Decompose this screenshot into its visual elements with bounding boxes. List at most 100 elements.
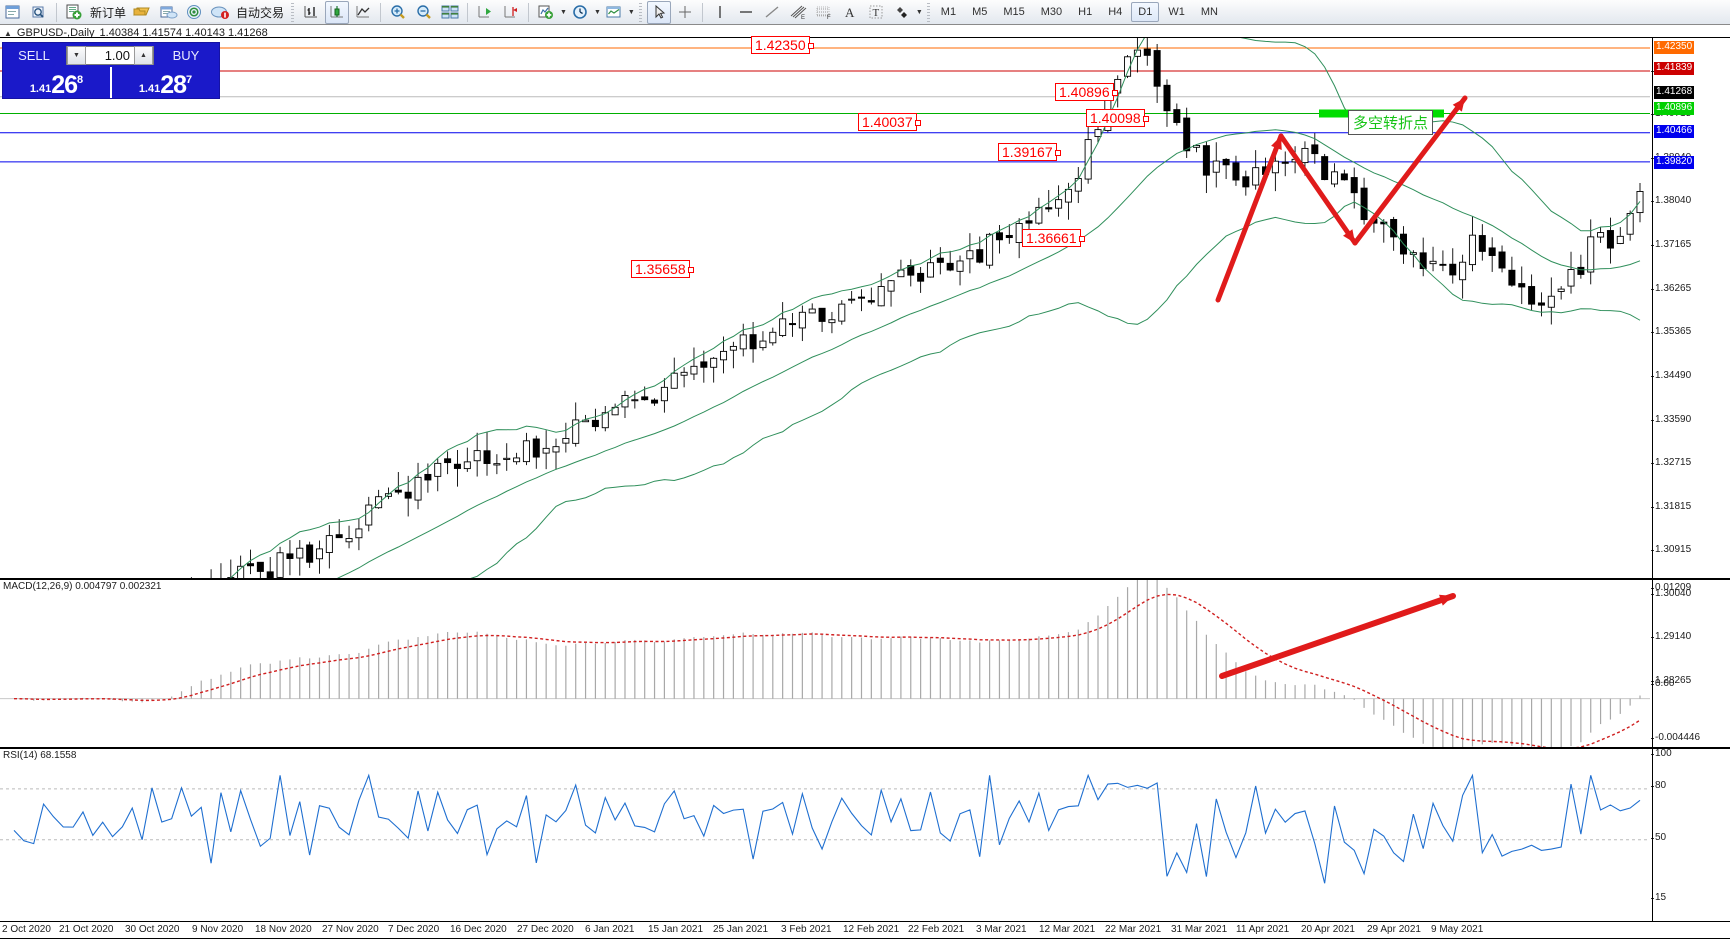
impulse-arrow-down-1 [1278, 133, 1358, 246]
buy-button[interactable]: 1.41 28 7 [110, 67, 219, 98]
one-click-trading-panel[interactable]: SELL ▼ 1.00 ▲ BUY 1.41 26 8 1.41 28 7 [2, 42, 220, 99]
toolbar-grip-2[interactable] [638, 2, 642, 22]
text-icon[interactable]: T [864, 1, 888, 24]
new-order-label[interactable]: 新订单 [90, 5, 127, 20]
date-label: 6 Jan 2021 [585, 924, 635, 935]
indicators-icon[interactable] [534, 1, 558, 24]
candle-chart-icon[interactable] [325, 0, 350, 24]
price-level-label[interactable]: 1.41268 [1654, 86, 1695, 99]
buy-label[interactable]: BUY [172, 47, 200, 63]
bar-chart-icon[interactable] [299, 1, 323, 24]
bollinger-middle [337, 129, 1641, 578]
price-level-label[interactable]: 1.40466 [1654, 125, 1695, 138]
fibo-icon[interactable]: F [812, 1, 836, 24]
navigator-icon[interactable] [182, 1, 206, 24]
volume-decrement-icon[interactable]: ▼ [67, 45, 86, 65]
date-label: 3 Mar 2021 [976, 924, 1027, 935]
one-click-top-row: SELL ▼ 1.00 ▲ BUY [3, 43, 219, 67]
autotrading-label[interactable]: 自动交易 [236, 5, 285, 20]
volume-stepper[interactable]: ▼ 1.00 ▲ [66, 45, 154, 65]
cursor-icon[interactable] [646, 0, 671, 24]
window-icon[interactable] [1, 1, 25, 24]
toolbar-grip-3[interactable] [926, 2, 930, 22]
date-label: 29 Apr 2021 [1367, 924, 1421, 935]
symbol-ohlc: 1.40384 1.41574 1.40143 1.41268 [99, 27, 268, 39]
folder-icon[interactable] [130, 1, 154, 24]
date-label: 12 Feb 2021 [843, 924, 900, 935]
equidistant-channel-icon[interactable]: E [786, 1, 810, 24]
volume-value[interactable]: 1.00 [104, 47, 130, 63]
date-label: 9 May 2021 [1431, 924, 1484, 935]
text-label-icon[interactable]: A [838, 1, 862, 24]
new-order-icon[interactable] [62, 1, 86, 24]
templates-dropdown-caret[interactable]: ▼ [627, 8, 635, 16]
grid-icon[interactable] [438, 1, 462, 24]
date-axis[interactable]: 2 Oct 2020 21 Oct 2020 30 Oct 2020 9 Nov 20… [0, 922, 1730, 939]
timeframe-m30[interactable]: M30 [1040, 6, 1063, 18]
chart-price-tag[interactable]: 1.36661 [1022, 229, 1085, 247]
objects-icon[interactable] [890, 1, 914, 24]
period-dropdown-caret[interactable]: ▼ [593, 8, 601, 16]
date-label: 12 Mar 2021 [1039, 924, 1096, 935]
macd-tick: -0.004446 [1650, 732, 1701, 743]
chart-price-tag[interactable]: 1.35658 [631, 260, 694, 278]
toolbar-divider [56, 2, 57, 22]
terminal-icon[interactable] [208, 1, 232, 24]
auto-scroll-icon[interactable] [473, 1, 497, 24]
price-level-label[interactable]: 1.39820 [1654, 156, 1695, 169]
templates-icon[interactable] [602, 1, 626, 24]
timeframe-m5[interactable]: M5 [972, 6, 988, 18]
timeframe-h4[interactable]: H4 [1108, 6, 1123, 18]
chart-price-tag[interactable]: 1.42350 [751, 36, 814, 54]
chart-shift-icon[interactable] [499, 1, 523, 24]
macd-pane[interactable]: MACD(12,26,9) 0.004797 0.002321 [0, 579, 1730, 748]
zoom-out-icon[interactable] [412, 1, 436, 24]
svg-text:A: A [845, 5, 855, 20]
trendline-icon[interactable] [760, 1, 784, 24]
zoom-in-icon[interactable] [386, 1, 410, 24]
rsi-label: RSI(14) 68.1558 [3, 750, 77, 761]
chart-price-tag[interactable]: 1.40037 [858, 113, 921, 131]
period-icon[interactable] [568, 1, 592, 24]
sell-label[interactable]: SELL [18, 47, 50, 63]
rsi-line [13, 773, 1641, 884]
rsi-pane[interactable]: RSI(14) 68.1558 [0, 748, 1730, 922]
price-tick: 1.31815 [1650, 501, 1692, 512]
price-level-label[interactable]: 1.41839 [1654, 62, 1695, 75]
toolbar-grip[interactable] [291, 2, 295, 22]
price-level-label[interactable]: 1.42350 [1654, 41, 1695, 54]
date-label: 27 Dec 2020 [517, 924, 574, 935]
timeframe-mn[interactable]: MN [1200, 6, 1218, 18]
impulse-arrow-up-1 [1215, 133, 1284, 303]
timeframe-d1[interactable]: D1 [1131, 2, 1160, 22]
vline-icon[interactable] [708, 1, 732, 24]
sell-button[interactable]: 1.41 26 8 [3, 67, 110, 98]
price-level-label[interactable]: 1.40896 [1654, 102, 1695, 115]
price-tick: 1.32715 [1650, 457, 1692, 468]
price-tick: 1.30915 [1650, 544, 1692, 555]
date-label: 7 Dec 2020 [388, 924, 440, 935]
indicators-dropdown-caret[interactable]: ▼ [560, 8, 567, 16]
chart-price-tag[interactable]: 1.40896 [1055, 83, 1118, 101]
hline-icon[interactable] [734, 1, 758, 24]
magnifier-icon[interactable] [27, 1, 51, 24]
timeframe-h1[interactable]: H1 [1078, 6, 1093, 18]
objects-dropdown-caret[interactable]: ▼ [915, 8, 923, 16]
toolbar-divider-4 [528, 2, 530, 22]
macd-tick: 0.00 [1650, 678, 1675, 689]
chart-price-tag[interactable]: 1.40098 [1086, 109, 1149, 127]
timeframe-m15[interactable]: M15 [1003, 6, 1025, 18]
volume-increment-icon[interactable]: ▲ [134, 45, 153, 65]
buy-price-big: 28 [160, 71, 187, 99]
price-tick: 1.36265 [1650, 283, 1692, 294]
price-tick: 1.37165 [1650, 239, 1692, 250]
timeframe-m1[interactable]: M1 [940, 6, 957, 18]
chart-price-tag[interactable]: 1.39167 [998, 143, 1061, 161]
date-label: 22 Mar 2021 [1105, 924, 1162, 935]
sell-price-lead: 1.41 [29, 83, 52, 95]
timeframe-w1[interactable]: W1 [1168, 6, 1185, 18]
collapse-triangle-icon[interactable]: ▲ [4, 28, 12, 38]
data-window-icon[interactable] [156, 1, 180, 24]
crosshair-icon[interactable] [673, 1, 697, 24]
line-chart-icon[interactable] [351, 1, 375, 24]
